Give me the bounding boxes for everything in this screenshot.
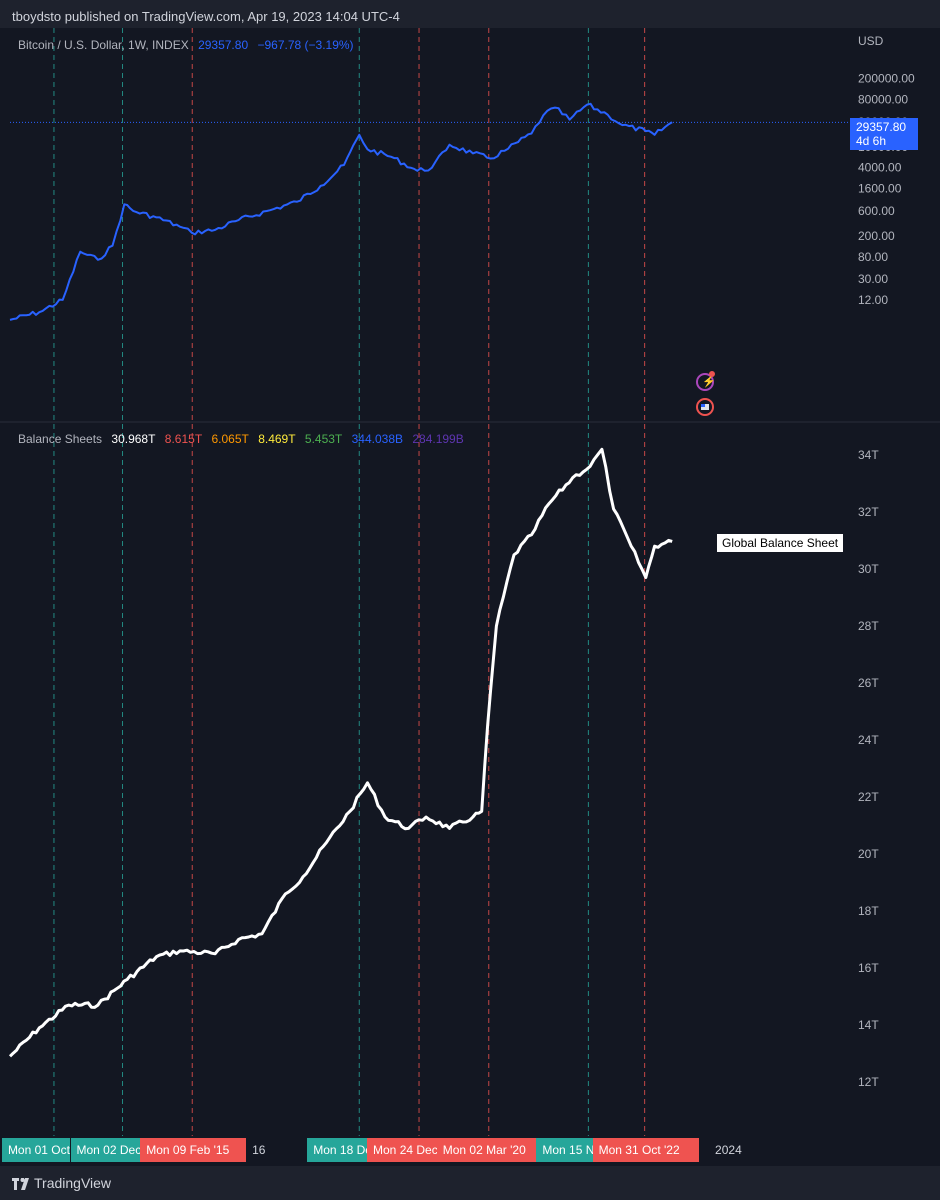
btc-legend-symbol: Bitcoin / U.S. Dollar, 1W, INDEX — [18, 38, 189, 52]
publish-header: tboydsto published on TradingView.com, A… — [0, 0, 940, 28]
btc-price-line — [9, 102, 673, 321]
y-tick-label: 600.00 — [858, 204, 895, 218]
x-marker-label[interactable]: Mon 18 Dec '17 — [307, 1138, 368, 1162]
tradingview-icon — [12, 1177, 29, 1190]
y-tick-label: 4000.00 — [858, 161, 902, 175]
tradingview-wordmark: TradingView — [34, 1175, 112, 1191]
global-balance-sheet-line — [8, 447, 673, 1058]
btc-legend-last: 29357.80 — [198, 38, 249, 52]
balance-legend-value: 5.453T — [304, 432, 343, 446]
y-tick-label: 26T — [858, 676, 879, 690]
last-price-tag: 29357.80 4d 6h — [850, 118, 918, 150]
us-flag-icon[interactable] — [696, 398, 714, 416]
balance-legend-name: Balance Sheets — [18, 432, 103, 446]
btc-legend[interactable]: Bitcoin / U.S. Dollar, 1W, INDEX 29357.8… — [18, 38, 360, 52]
y-tick-label: 1600.00 — [858, 182, 902, 196]
y-tick-label: 32T — [858, 505, 879, 519]
y-tick-label: 12.00 — [858, 293, 888, 307]
y-tick-label: 34T — [858, 448, 879, 462]
x-marker-label[interactable]: Mon 01 Oct '12 — [1, 1138, 71, 1162]
y-tick-label: 18T — [858, 904, 879, 918]
series-label: Global Balance Sheet — [717, 534, 844, 552]
last-price-value: 29357.80 — [856, 120, 907, 134]
x-marker-label[interactable]: Mon 31 Oct '22 — [592, 1138, 699, 1162]
footer: TradingView — [0, 1166, 940, 1200]
y-tick-label: 20T — [858, 847, 879, 861]
x-tick-label: 2024 — [715, 1143, 742, 1157]
balance-legend-value: 8.615T — [164, 432, 203, 446]
x-marker-label[interactable]: Mon 09 Feb '15 — [140, 1138, 247, 1162]
y-tick-label: 22T — [858, 790, 879, 804]
tradingview-logo[interactable]: TradingView — [12, 1175, 111, 1191]
y-tick-label: 30.00 — [858, 272, 888, 286]
axis-unit-label: USD — [858, 34, 884, 48]
y-tick-label: 30T — [858, 562, 879, 576]
y-tick-label: 16T — [858, 961, 879, 975]
y-tick-label: 28T — [858, 619, 879, 633]
y-tick-label: 12T — [858, 1075, 879, 1089]
x-marker-label[interactable]: Mon 15 Nov '21 — [536, 1138, 593, 1162]
balance-legend-value: 344.038B — [351, 432, 403, 446]
y-tick-label: 24T — [858, 733, 879, 747]
balance-legend[interactable]: Balance Sheets 30.968T 8.615T 6.065T 8.4… — [18, 432, 470, 446]
balance-legend-value: 8.469T — [258, 432, 296, 446]
y-tick-label: 200000.00 — [858, 72, 915, 86]
lightning-icon[interactable]: ⚡ — [696, 371, 716, 391]
bar-countdown: 4d 6h — [856, 134, 887, 148]
balance-legend-value: 6.065T — [211, 432, 249, 446]
y-tick-label: 200.00 — [858, 229, 895, 243]
x-tick-label: 16 — [252, 1143, 266, 1157]
publish-info: tboydsto published on TradingView.com, A… — [12, 9, 400, 24]
x-marker-label[interactable]: Mon 02 Mar '20 — [436, 1138, 537, 1162]
balance-legend-value: 284.199B — [412, 432, 464, 446]
balance-legend-value: 30.968T — [111, 432, 156, 446]
y-tick-label: 80000.00 — [858, 93, 908, 107]
x-marker-label[interactable]: Mon 24 Dec '18 — [367, 1138, 437, 1162]
x-marker-label[interactable]: Mon 02 Dec '13 — [70, 1138, 141, 1162]
y-tick-label: 80.00 — [858, 250, 888, 264]
btc-legend-change: −967.78 (−3.19%) — [257, 38, 354, 52]
y-tick-label: 14T — [858, 1018, 879, 1032]
